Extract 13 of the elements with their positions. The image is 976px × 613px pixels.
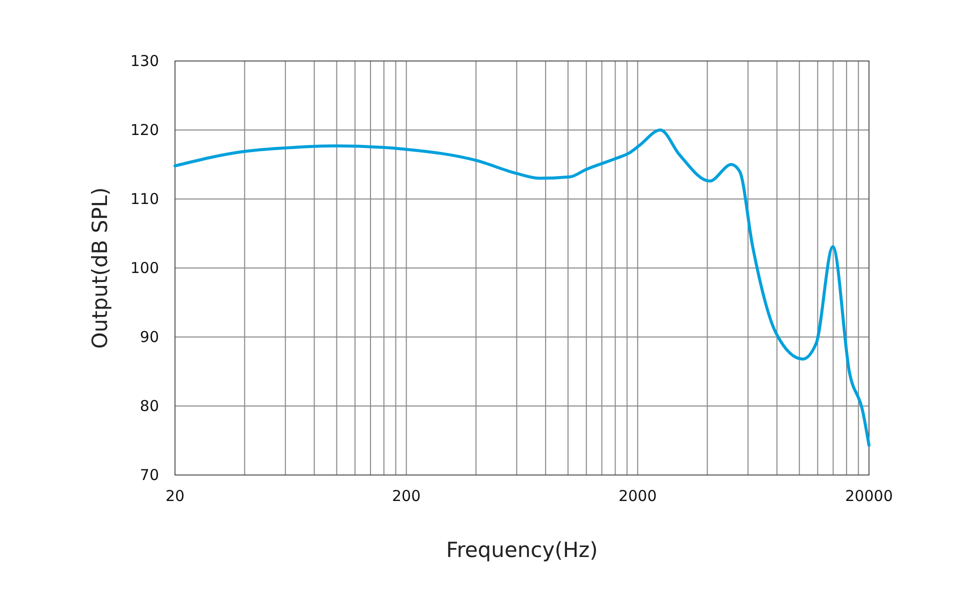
y-tick-label: 70: [140, 466, 159, 484]
y-tick-label: 110: [130, 190, 159, 208]
y-tick-label: 120: [130, 121, 159, 139]
x-tick-label: 2000: [618, 487, 657, 505]
y-tick-label: 80: [140, 397, 159, 415]
x-tick-label: 200: [392, 487, 421, 505]
x-tick-label: 20: [165, 487, 185, 505]
x-axis-title: Frequency(Hz): [446, 538, 598, 562]
x-tick-label: 20000: [845, 487, 893, 505]
y-tick-label: 90: [140, 328, 159, 346]
y-tick-label: 100: [130, 259, 159, 277]
y-axis-title: Output(dB SPL): [88, 187, 112, 349]
y-tick-label: 130: [130, 52, 159, 70]
